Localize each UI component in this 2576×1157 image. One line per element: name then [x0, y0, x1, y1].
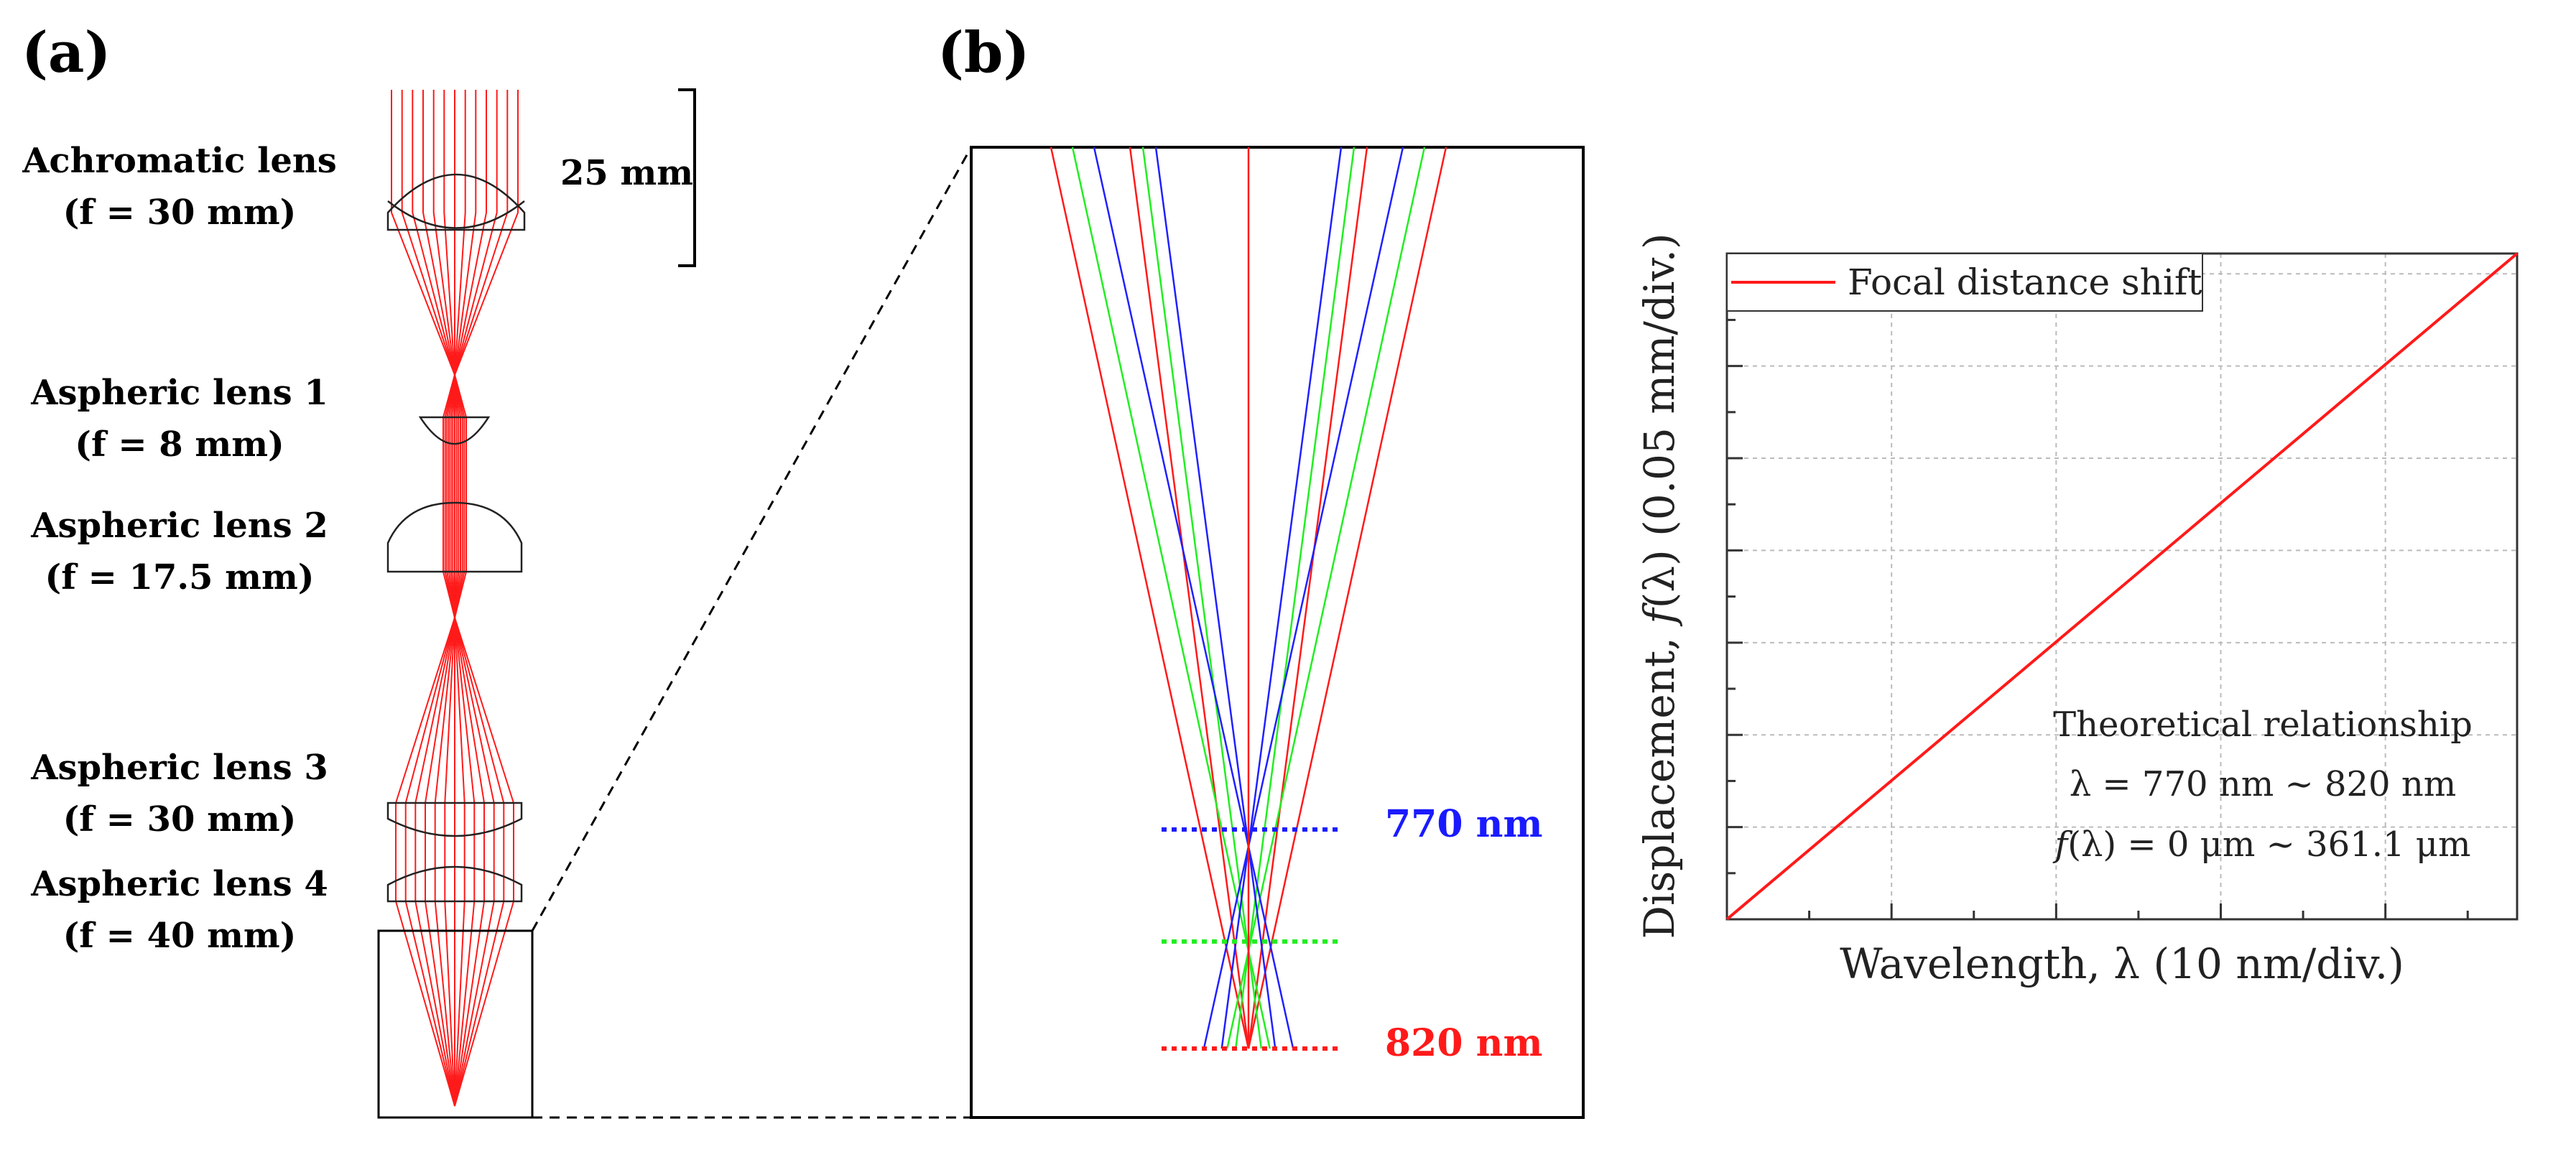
lens-label-achromatic: Achromatic lens: [22, 141, 337, 181]
ray-b: [1129, 147, 1250, 1049]
lens-label-aspheric-1: Aspheric lens 1: [30, 373, 328, 413]
annotation-title: Theoretical relationship: [2053, 705, 2473, 745]
ray-b: [1247, 147, 1447, 1049]
lens-focal-aspheric-4: (f = 40 mm): [63, 916, 297, 956]
legend-label: Focal distance shift: [1848, 261, 2202, 303]
focus-label-770: 770 nm: [1385, 802, 1542, 846]
chart-ticks: [1727, 272, 2469, 919]
ray-b: [1203, 147, 1404, 1049]
aspheric-lens-3-shape: [386, 801, 523, 837]
achromatic-lens-shape: [386, 173, 526, 231]
scale-bar: [678, 88, 696, 267]
lens-label-aspheric-3: Aspheric lens 3: [30, 748, 328, 788]
lens-focal-achromatic: (f = 30 mm): [63, 192, 297, 233]
ray-b: [1093, 147, 1294, 1049]
zoom-region-box: [377, 929, 534, 1119]
ray-a: [453, 90, 519, 1107]
zoom-panel-frame: [970, 146, 1585, 1119]
ray-b: [1247, 147, 1368, 1049]
aspheric-lens-2-shape: [386, 501, 523, 573]
focal-shift-chart: Focal distance shift Wavelength, λ (10 n…: [1635, 233, 2519, 988]
annotation-f-range-text: (λ) = 0 μm ~ 361.1 μm: [2067, 824, 2470, 865]
ray-a: [391, 90, 456, 1107]
ray-trace-a: [391, 90, 519, 1107]
focus-label-820: 820 nm: [1385, 1021, 1542, 1065]
x-axis-title: Wavelength, λ (10 nm/div.): [1840, 939, 2404, 988]
ray-trace-b: [1050, 147, 1447, 1049]
ray-b: [1154, 147, 1277, 1049]
aspheric-lens-4-shape: [386, 865, 523, 903]
aspheric-lens-1-shape: [418, 416, 491, 445]
panel-label-a: (a): [22, 20, 111, 85]
lens-label-aspheric-2: Aspheric lens 2: [30, 506, 328, 546]
scale-bar-label: 25 mm: [560, 153, 693, 193]
lens-label-aspheric-4: Aspheric lens 4: [30, 864, 328, 904]
lens-labels: Achromatic lens (f = 30 mm) Aspheric len…: [22, 141, 337, 956]
lens-outlines: [386, 173, 526, 903]
lens-focal-aspheric-2: (f = 17.5 mm): [45, 557, 315, 598]
ray-b: [1141, 147, 1263, 1049]
ray-b: [1050, 147, 1250, 1049]
achromatic-lens-interface: [387, 200, 525, 229]
annotation-lambda-range: λ = 770 nm ~ 820 nm: [2070, 764, 2457, 804]
ray-b: [1220, 147, 1343, 1049]
ray-b: [1234, 147, 1356, 1049]
annotation-f-range: f(λ) = 0 μm ~ 361.1 μm: [2053, 824, 2471, 865]
lens-focal-aspheric-1: (f = 8 mm): [75, 424, 284, 465]
zoom-connector-top: [531, 147, 973, 931]
lens-focal-aspheric-3: (f = 30 mm): [63, 799, 297, 840]
y-axis-title: Displacement, f(λ) (0.05 mm/div.): [1635, 233, 1684, 939]
panel-label-b: (b): [937, 20, 1029, 85]
series-focal-distance-shift: [1725, 252, 2519, 921]
